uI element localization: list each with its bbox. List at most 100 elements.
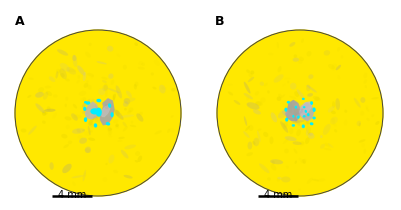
Ellipse shape bbox=[81, 98, 84, 101]
Ellipse shape bbox=[305, 116, 309, 119]
Ellipse shape bbox=[96, 101, 102, 105]
Ellipse shape bbox=[124, 175, 133, 178]
Ellipse shape bbox=[366, 108, 369, 112]
Circle shape bbox=[217, 30, 383, 196]
Ellipse shape bbox=[102, 80, 107, 83]
Ellipse shape bbox=[65, 79, 70, 81]
Ellipse shape bbox=[27, 95, 31, 98]
Ellipse shape bbox=[65, 116, 71, 121]
Ellipse shape bbox=[298, 111, 302, 114]
Ellipse shape bbox=[103, 105, 109, 113]
Ellipse shape bbox=[52, 113, 57, 118]
Ellipse shape bbox=[360, 97, 365, 103]
Ellipse shape bbox=[299, 110, 303, 114]
Ellipse shape bbox=[294, 149, 298, 154]
Ellipse shape bbox=[108, 155, 114, 164]
Ellipse shape bbox=[300, 111, 306, 114]
Ellipse shape bbox=[117, 54, 120, 57]
Ellipse shape bbox=[289, 128, 294, 134]
Ellipse shape bbox=[67, 67, 76, 75]
Ellipse shape bbox=[367, 118, 370, 121]
Ellipse shape bbox=[53, 94, 58, 98]
Ellipse shape bbox=[306, 85, 317, 93]
Ellipse shape bbox=[49, 76, 55, 82]
Ellipse shape bbox=[255, 91, 259, 96]
Ellipse shape bbox=[303, 106, 306, 108]
Ellipse shape bbox=[358, 123, 361, 127]
Ellipse shape bbox=[287, 101, 290, 104]
Ellipse shape bbox=[267, 90, 270, 93]
Ellipse shape bbox=[107, 125, 111, 132]
Ellipse shape bbox=[66, 125, 70, 129]
Ellipse shape bbox=[363, 73, 367, 78]
Ellipse shape bbox=[344, 120, 347, 125]
Ellipse shape bbox=[306, 120, 310, 125]
Ellipse shape bbox=[282, 84, 286, 86]
Ellipse shape bbox=[306, 129, 308, 136]
Ellipse shape bbox=[344, 110, 347, 113]
Ellipse shape bbox=[293, 141, 302, 145]
Ellipse shape bbox=[84, 131, 90, 136]
Ellipse shape bbox=[246, 152, 253, 156]
Polygon shape bbox=[100, 98, 115, 125]
Ellipse shape bbox=[284, 112, 288, 115]
Ellipse shape bbox=[277, 66, 282, 72]
Ellipse shape bbox=[104, 104, 109, 109]
Ellipse shape bbox=[113, 94, 115, 102]
Ellipse shape bbox=[141, 63, 145, 66]
Ellipse shape bbox=[260, 81, 264, 86]
Ellipse shape bbox=[55, 71, 59, 79]
Ellipse shape bbox=[308, 133, 310, 135]
Ellipse shape bbox=[28, 77, 34, 80]
Ellipse shape bbox=[244, 116, 247, 126]
Ellipse shape bbox=[305, 110, 307, 113]
Ellipse shape bbox=[307, 113, 310, 116]
Ellipse shape bbox=[332, 101, 335, 108]
Ellipse shape bbox=[308, 133, 314, 139]
Ellipse shape bbox=[94, 110, 98, 117]
Ellipse shape bbox=[247, 103, 250, 106]
Ellipse shape bbox=[282, 103, 288, 107]
Ellipse shape bbox=[97, 111, 99, 115]
Ellipse shape bbox=[91, 99, 95, 103]
Ellipse shape bbox=[331, 111, 336, 114]
Ellipse shape bbox=[87, 111, 89, 115]
Ellipse shape bbox=[267, 177, 271, 181]
Ellipse shape bbox=[298, 107, 304, 116]
Ellipse shape bbox=[93, 106, 101, 114]
Ellipse shape bbox=[277, 42, 279, 49]
Ellipse shape bbox=[300, 114, 302, 119]
Ellipse shape bbox=[299, 56, 304, 61]
Ellipse shape bbox=[171, 88, 175, 92]
Ellipse shape bbox=[292, 115, 294, 118]
Ellipse shape bbox=[102, 85, 108, 91]
Ellipse shape bbox=[303, 115, 306, 117]
Ellipse shape bbox=[130, 125, 136, 127]
Ellipse shape bbox=[89, 43, 92, 46]
Ellipse shape bbox=[47, 106, 51, 111]
Ellipse shape bbox=[285, 103, 290, 110]
Ellipse shape bbox=[325, 143, 327, 146]
Ellipse shape bbox=[294, 91, 299, 97]
Ellipse shape bbox=[320, 144, 325, 149]
Ellipse shape bbox=[108, 127, 112, 135]
Ellipse shape bbox=[82, 101, 87, 108]
Ellipse shape bbox=[152, 87, 156, 89]
Ellipse shape bbox=[295, 106, 297, 109]
Ellipse shape bbox=[72, 181, 76, 186]
Ellipse shape bbox=[247, 142, 252, 150]
Ellipse shape bbox=[271, 164, 276, 171]
Ellipse shape bbox=[290, 83, 296, 90]
Ellipse shape bbox=[88, 120, 93, 126]
Ellipse shape bbox=[309, 133, 313, 136]
Ellipse shape bbox=[296, 111, 303, 115]
Ellipse shape bbox=[154, 60, 160, 66]
Ellipse shape bbox=[71, 113, 78, 121]
Polygon shape bbox=[85, 101, 99, 120]
Ellipse shape bbox=[292, 124, 295, 127]
Ellipse shape bbox=[79, 138, 87, 144]
Ellipse shape bbox=[116, 85, 122, 98]
Ellipse shape bbox=[292, 100, 299, 105]
Ellipse shape bbox=[113, 119, 119, 123]
Ellipse shape bbox=[293, 112, 298, 116]
